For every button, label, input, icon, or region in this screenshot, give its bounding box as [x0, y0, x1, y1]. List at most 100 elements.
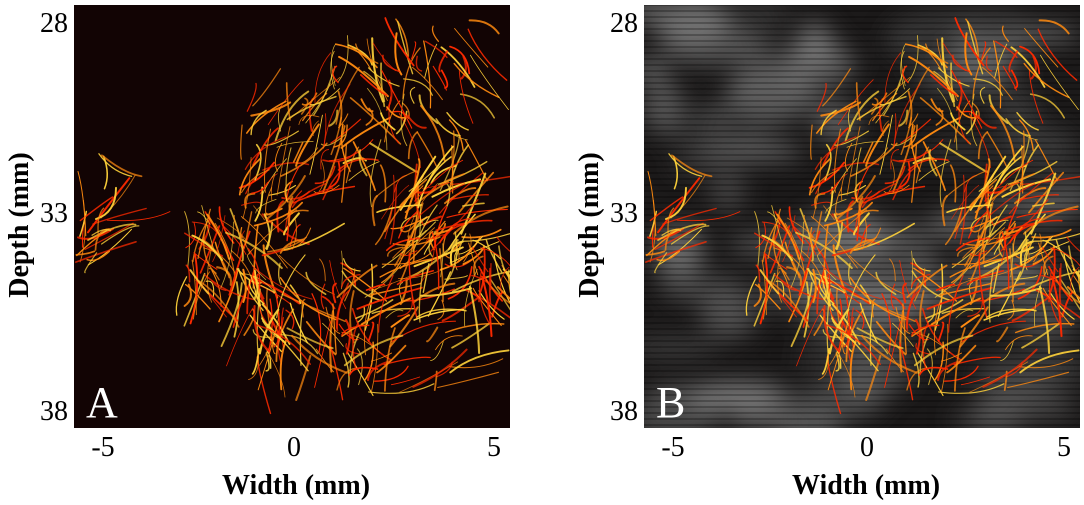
vessel-streak [403, 78, 433, 96]
vessel-streak [98, 153, 133, 177]
vessel-streak [446, 208, 508, 218]
ulm-image-a [74, 5, 510, 428]
vessel-streak [491, 291, 504, 318]
vessel-streak [996, 326, 1009, 343]
vessel-streak [197, 208, 211, 260]
vessel-streak [1025, 233, 1037, 261]
vessel-streak [446, 194, 489, 201]
vessel-streak [305, 271, 327, 296]
vessel-streak [820, 109, 837, 136]
vessel-streak [226, 307, 254, 367]
vessel-streak [994, 40, 1018, 59]
vessel-streak [300, 97, 309, 115]
vessel-streak [990, 287, 1043, 297]
vessel-streak [755, 264, 761, 283]
vessel-streak [271, 334, 276, 355]
vessel-streak [460, 55, 467, 80]
vessel-streak [363, 70, 386, 103]
vessel-streak [449, 241, 500, 264]
vessel-streak [969, 155, 1007, 211]
vessel-streak [1014, 275, 1038, 280]
vessel-streak [276, 254, 306, 319]
vessel-streak [1070, 266, 1080, 293]
vessel-streak [1000, 341, 1014, 361]
vessel-streak [849, 238, 874, 254]
vessel-streak [986, 308, 1037, 318]
vessel-streak [790, 282, 813, 348]
vessel-streak [1007, 371, 1070, 389]
vessel-streak [644, 240, 707, 263]
vessel-streak [1019, 358, 1074, 369]
vessel-streak [951, 235, 980, 284]
vessel-streak [419, 183, 465, 216]
vessel-streak [175, 276, 188, 316]
vessel-streak [203, 247, 237, 276]
vessel-streak [948, 274, 964, 333]
vessel-streak [986, 131, 1007, 167]
vessel-streak [1078, 269, 1080, 294]
vessel-streak [183, 272, 206, 327]
vessel-streak [846, 333, 889, 355]
vessel-streak [846, 200, 854, 233]
vessel-streak [1066, 236, 1080, 252]
vessel-streak [976, 229, 997, 244]
vessel-streak [252, 275, 259, 300]
vessel-streak [369, 282, 422, 296]
vessel-streak [77, 171, 87, 237]
vessel-streak [981, 66, 1013, 101]
vessel-streak [911, 143, 918, 203]
vessel-streak [267, 236, 307, 253]
vessel-streak [767, 208, 781, 260]
vessel-streak [358, 149, 368, 177]
vessel-streak [440, 243, 444, 278]
vessel-streak [97, 207, 105, 237]
vessel-streak [949, 257, 1012, 278]
vessel-streak [370, 323, 379, 394]
vessel-streak [753, 283, 762, 307]
vessel-streak [841, 334, 846, 355]
vessel-streak [449, 45, 471, 75]
vessel-streak [349, 45, 372, 71]
vessel-streak [825, 198, 847, 214]
vessel-streak [782, 215, 796, 262]
vessel-streak [982, 348, 1038, 388]
vessel-streak [374, 365, 409, 382]
vessel-streak [921, 307, 962, 361]
vessel-streak [861, 219, 867, 250]
vessel-streak [322, 322, 344, 347]
vessel-streak [330, 118, 362, 144]
vessel-streak [818, 353, 830, 381]
vessel-streak [295, 123, 320, 167]
vessel-streak [382, 54, 400, 73]
vessel-streak [336, 289, 351, 329]
vessel-streak [412, 204, 438, 253]
x-tick-a-neg5: -5 [91, 432, 115, 463]
vessel-streak [898, 109, 909, 127]
vessel-streak [375, 170, 418, 198]
vessel-streak [991, 181, 1024, 189]
vessel-streak [875, 320, 907, 356]
vessel-streak [855, 147, 862, 202]
vessel-streak [244, 136, 287, 170]
vessel-streak [914, 268, 926, 302]
vessel-streak [391, 320, 456, 343]
vessel-streak [381, 221, 436, 269]
vessel-streak [993, 238, 1004, 255]
vessel-streak [875, 271, 897, 296]
vessel-streak [1055, 239, 1073, 273]
vessel-streak [656, 250, 681, 262]
vessel-streak [970, 93, 978, 147]
vessel-streak [260, 284, 275, 294]
vessel-streak [814, 136, 857, 170]
vessel-streak [773, 231, 787, 274]
vessel-streak [906, 367, 926, 391]
vessel-streak [1048, 248, 1056, 296]
vessel-streak [960, 314, 981, 328]
vessel-streak [835, 352, 840, 372]
vessel-streak [950, 62, 956, 108]
vessel-streak [831, 249, 854, 257]
vessel-streak [762, 271, 780, 320]
vessel-streak [1019, 240, 1034, 267]
vessel-streak [285, 309, 295, 330]
vessel-streak [322, 151, 357, 163]
